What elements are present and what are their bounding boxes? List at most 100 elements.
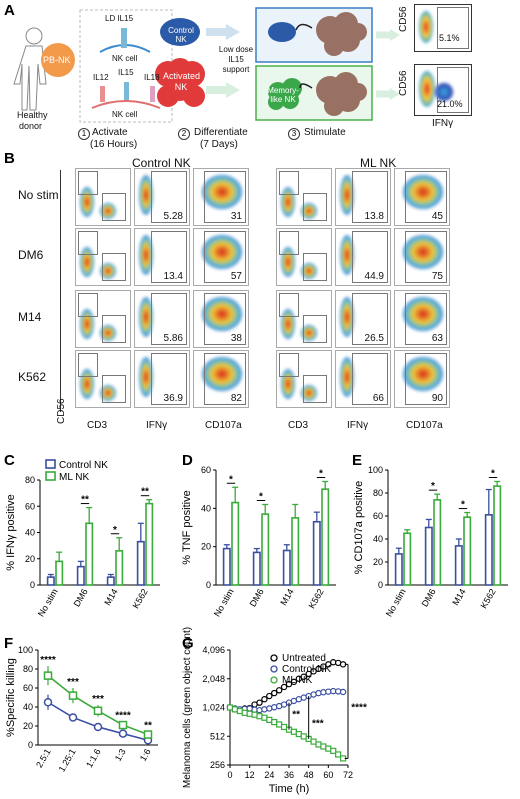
b-flow-plot: 63 bbox=[394, 290, 450, 348]
a-ifng-label: IFNγ bbox=[432, 118, 454, 129]
data-point bbox=[261, 696, 268, 703]
data-point bbox=[271, 719, 278, 726]
y-tick-label: 2,048 bbox=[202, 674, 225, 684]
data-point bbox=[290, 678, 298, 686]
sig-marker: ** bbox=[141, 487, 149, 498]
b-pct-value: 13.4 bbox=[163, 271, 183, 282]
bar bbox=[454, 545, 463, 586]
legend-label: Control NK bbox=[59, 460, 108, 471]
y-tick-label: 20 bbox=[373, 557, 383, 567]
y-tick-label: 0 bbox=[30, 580, 35, 590]
data-point bbox=[266, 692, 273, 700]
step-2-label: Differentiate bbox=[194, 127, 248, 138]
bar bbox=[484, 514, 493, 586]
panel-label-b: B bbox=[4, 150, 15, 167]
a-pct-bottom: 21.0% bbox=[437, 99, 463, 109]
bar bbox=[321, 488, 330, 586]
x-tick-label: M14 bbox=[278, 587, 295, 607]
data-point bbox=[93, 722, 103, 732]
b-flow-plot bbox=[75, 350, 131, 408]
bar bbox=[106, 576, 115, 586]
b-flow-plot: 31 bbox=[193, 168, 249, 226]
y-axis-title: %Specific killing bbox=[5, 658, 17, 737]
control-nk-cell bbox=[160, 18, 200, 46]
x-tick-label: 1:3 bbox=[113, 747, 128, 763]
b-ml-title: ML NK bbox=[360, 156, 397, 170]
b-row-label: M14 bbox=[18, 310, 42, 324]
y-tick-label: 4,096 bbox=[202, 645, 225, 655]
b-pct-value: 90 bbox=[431, 393, 443, 404]
legend-label: Control NK bbox=[282, 664, 331, 675]
step-1-sub: (16 Hours) bbox=[90, 139, 138, 150]
activated-nk-cluster bbox=[155, 58, 205, 107]
b-axis-line bbox=[60, 170, 61, 412]
b-pct-value: 5.28 bbox=[163, 211, 183, 222]
x-tick-label: 1:1.6 bbox=[84, 747, 103, 769]
b-row-label: K562 bbox=[18, 370, 47, 384]
sig-marker: * bbox=[319, 469, 323, 480]
bar bbox=[394, 553, 403, 586]
b-flow-plot: 75 bbox=[394, 228, 450, 286]
data-point bbox=[339, 688, 347, 696]
data-point bbox=[320, 743, 327, 750]
y-tick-label: 80 bbox=[25, 475, 35, 485]
bar bbox=[222, 547, 231, 586]
b-pct-value: 36.9 bbox=[163, 393, 183, 404]
data-point bbox=[315, 665, 322, 673]
data-point bbox=[261, 706, 268, 713]
b-xlabel: IFNγ bbox=[347, 420, 369, 431]
x-axis-title: Time (h) bbox=[269, 783, 310, 795]
pbnk-cell bbox=[41, 43, 75, 77]
b-pct-value: 57 bbox=[230, 271, 242, 282]
legend-label: ML NK bbox=[59, 472, 90, 483]
step-1-badge: 1 bbox=[78, 128, 90, 140]
data-point bbox=[280, 683, 288, 691]
data-point bbox=[315, 689, 322, 697]
data-point bbox=[261, 714, 268, 721]
b-flow-plot: 90 bbox=[394, 350, 450, 408]
b-pct-value: 75 bbox=[431, 271, 443, 282]
b-pct-value: 26.5 bbox=[364, 333, 384, 344]
a-flow-plot-bottom: 21.0% bbox=[414, 64, 472, 116]
donor-label-1: Healthy bbox=[17, 110, 48, 120]
b-flow-plot bbox=[75, 290, 131, 348]
bar bbox=[76, 565, 85, 586]
bar bbox=[261, 513, 270, 586]
b-flow-plot: 5.86 bbox=[134, 290, 190, 348]
sig-marker: ** bbox=[144, 721, 152, 732]
data-point bbox=[276, 721, 283, 728]
b-flow-plot: 26.5 bbox=[335, 290, 391, 348]
bar bbox=[115, 550, 124, 586]
data-point bbox=[143, 730, 153, 739]
legend-label: Untreated bbox=[282, 653, 326, 664]
b-flow-plot: 44.9 bbox=[335, 228, 391, 286]
x-tick-label: K562 bbox=[131, 587, 150, 610]
support-label-1: Low dose bbox=[218, 45, 254, 54]
b-flow-plot bbox=[276, 290, 332, 348]
b-control-title: Control NK bbox=[132, 156, 191, 170]
x-tick-label: DM6 bbox=[72, 587, 90, 608]
b-flow-plot: 66 bbox=[335, 350, 391, 408]
x-tick-label: K562 bbox=[479, 587, 498, 610]
panel-label-c: C bbox=[4, 452, 15, 469]
b-pct-value: 31 bbox=[230, 211, 242, 222]
sig-marker: * bbox=[229, 474, 233, 485]
panel-a-schematic bbox=[13, 7, 400, 123]
b-flow-plot bbox=[276, 168, 332, 226]
b-flow-plot: 57 bbox=[193, 228, 249, 286]
sig-marker: **** bbox=[40, 655, 56, 666]
y-tick-label: 1,024 bbox=[202, 703, 225, 713]
y-tick-label: 60 bbox=[25, 501, 35, 511]
data-point bbox=[43, 671, 53, 680]
b-xlabel: CD3 bbox=[288, 420, 309, 431]
data-point bbox=[335, 751, 342, 758]
data-point bbox=[285, 680, 293, 688]
b-xlabel: CD107a bbox=[205, 420, 242, 431]
y-tick-label: 40 bbox=[373, 534, 383, 544]
data-point bbox=[93, 706, 103, 716]
bar bbox=[282, 549, 291, 586]
sig-marker: *** bbox=[312, 718, 324, 729]
sig-marker: ** bbox=[292, 710, 300, 721]
b-flow-plot: 13.4 bbox=[134, 228, 190, 286]
